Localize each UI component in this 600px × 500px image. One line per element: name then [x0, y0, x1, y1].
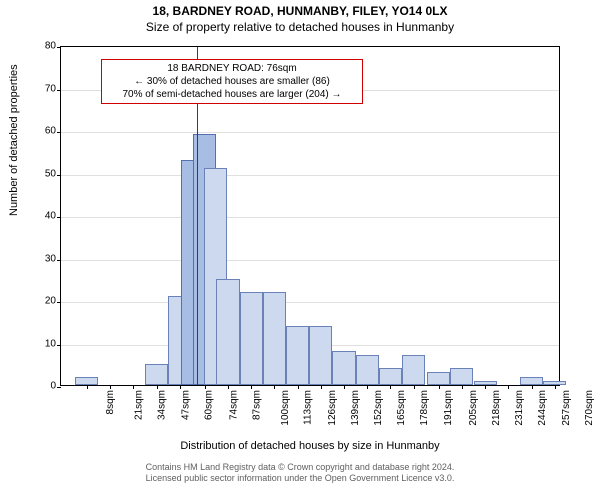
x-tick: 87sqm — [251, 390, 262, 420]
x-tick: 47sqm — [180, 390, 191, 420]
x-tick: 74sqm — [228, 390, 239, 420]
y-tick: 80 — [26, 41, 56, 52]
y-tick: 20 — [26, 296, 56, 307]
title-block: 18, BARDNEY ROAD, HUNMANBY, FILEY, YO14 … — [0, 0, 600, 34]
x-tick: 270sqm — [584, 390, 595, 426]
histogram-bar — [379, 368, 402, 385]
x-tick: 100sqm — [280, 390, 291, 426]
x-tick: 34sqm — [157, 390, 168, 420]
x-tick: 218sqm — [491, 390, 502, 426]
histogram-bar — [402, 355, 425, 385]
annotation-line1: 18 BARDNEY ROAD: 76sqm — [108, 62, 356, 75]
y-tick: 60 — [26, 126, 56, 137]
x-tick: 152sqm — [373, 390, 384, 426]
histogram-bar — [356, 355, 379, 385]
attribution-line2: Licensed public sector information under… — [0, 473, 600, 484]
x-tick-labels: 8sqm 21sqm 34sqm 47sqm 60sqm 74sqm 87sqm 100sqm… — [60, 388, 560, 448]
y-tick: 10 — [26, 338, 56, 349]
chart-container: 18, BARDNEY ROAD, HUNMANBY, FILEY, YO14 … — [0, 0, 600, 500]
histogram-bar — [450, 368, 473, 385]
histogram-bar — [263, 292, 286, 386]
x-tick: 205sqm — [468, 390, 479, 426]
x-tick: 60sqm — [203, 390, 214, 420]
x-tick: 244sqm — [537, 390, 548, 426]
x-tick: 257sqm — [561, 390, 572, 426]
x-axis-label: Distribution of detached houses by size … — [60, 440, 560, 452]
histogram-bar — [309, 326, 332, 386]
x-tick: 178sqm — [420, 390, 431, 426]
histogram-bar — [145, 364, 168, 385]
histogram-bar — [216, 279, 239, 385]
y-tick: 70 — [26, 83, 56, 94]
x-tick: 165sqm — [396, 390, 407, 426]
histogram-bar — [286, 326, 309, 386]
histogram-bar — [427, 372, 450, 385]
x-tick: 191sqm — [443, 390, 454, 426]
x-tick: 139sqm — [350, 390, 361, 426]
annotation-line2: ← 30% of detached houses are smaller (86… — [108, 75, 356, 88]
annotation-box: 18 BARDNEY ROAD: 76sqm ← 30% of detached… — [101, 59, 363, 104]
histogram-bar — [332, 351, 355, 385]
annotation-line3: 70% of semi-detached houses are larger (… — [108, 88, 356, 101]
y-tick: 30 — [26, 253, 56, 264]
attribution-line1: Contains HM Land Registry data © Crown c… — [0, 462, 600, 473]
x-tick: 8sqm — [105, 390, 116, 414]
histogram-bar — [75, 377, 98, 386]
histogram-bar — [240, 292, 263, 386]
attribution: Contains HM Land Registry data © Crown c… — [0, 462, 600, 485]
y-tick-labels: 01020304050607080 — [0, 46, 60, 386]
title-main: 18, BARDNEY ROAD, HUNMANBY, FILEY, YO14 … — [0, 4, 600, 18]
plot-area: 18 BARDNEY ROAD: 76sqm ← 30% of detached… — [60, 46, 560, 386]
title-sub: Size of property relative to detached ho… — [0, 20, 600, 34]
y-tick: 40 — [26, 211, 56, 222]
x-tick: 126sqm — [327, 390, 338, 426]
x-tick: 21sqm — [134, 390, 145, 420]
y-tick: 50 — [26, 168, 56, 179]
x-tick: 231sqm — [514, 390, 525, 426]
x-tick: 113sqm — [303, 390, 314, 425]
y-tick: 0 — [26, 381, 56, 392]
histogram-bar — [520, 377, 543, 386]
